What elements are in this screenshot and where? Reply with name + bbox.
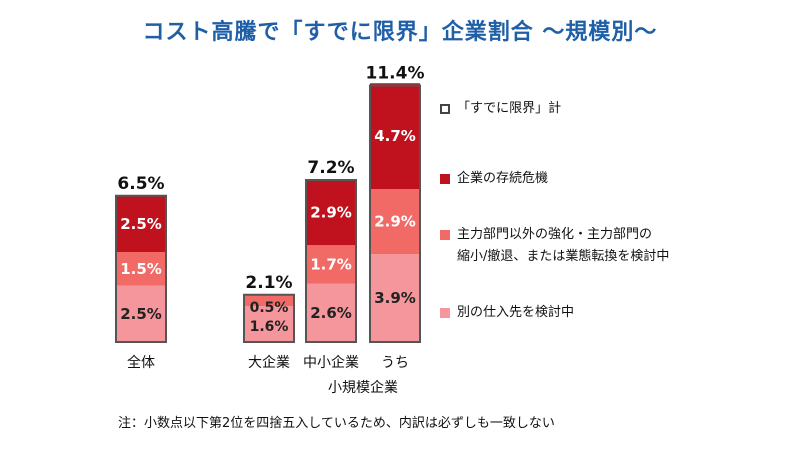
total-label-1: 2.1% [245,273,292,293]
legend-label-dept: 主力部門以外の強化・主力部門の 縮小/撤退、または業態転換を検討中 [457,227,670,264]
bar-segment-0-2 [306,283,356,342]
legend-swatch-dept [440,230,450,240]
category-label-2: 中小企業 [303,354,359,371]
segment-label-1-0: 1.5% [120,260,162,278]
bar-segment-0-0 [116,285,166,342]
segment-label-2-0: 2.5% [120,215,162,233]
bar-total-outline-0 [115,194,167,343]
bar-segment-1-2 [306,245,356,284]
category-label-3: うち [381,355,409,371]
segment-label-1-3: 2.9% [374,213,416,231]
legend-label-total: 「すでに限界」計 [457,101,562,116]
bar-segment-0-3 [370,254,420,342]
legend-label-crisis: 企業の存続危機 [457,171,549,186]
category-label-1: 大企業 [248,354,290,371]
total-label-3: 11.4% [366,64,425,84]
legend-swatch-total [440,104,450,114]
bar-total-outline-1 [243,293,295,343]
legend-swatch-crisis [440,174,450,184]
legend-item-dept: 主力部門以外の強化・主力部門の 縮小/撤退、または業態転換を検討中 [440,224,669,268]
footnote: 注：小数点以下第2位を四捨五入しているため、内訳は必ずしも一致しない [118,416,555,431]
bar-segment-1-1 [244,294,294,306]
legend-item-total: 「すでに限界」計 [440,98,561,120]
bar-segment-0-1 [244,306,294,342]
bar-segment-1-3 [370,189,420,255]
total-label-0: 6.5% [117,174,164,194]
segment-label-0-2: 2.6% [310,304,352,322]
segment-label-2-2: 2.9% [310,204,352,222]
bar-segment-2-0 [116,195,166,252]
legend-label-supplier: 別の仕入先を検討中 [457,305,575,320]
segment-label-0-0: 2.5% [120,305,162,323]
bar-total-outline-2 [305,179,357,343]
legend-swatch-supplier [440,308,450,318]
category-label-0: 全体 [127,354,155,371]
bar-segment-2-3 [370,83,420,189]
bar-segment-1-0 [116,252,166,286]
bar-total-outline-3 [369,84,421,343]
legend-item-crisis: 企業の存続危機 [440,168,548,190]
segment-label-1-0: 0.5% [250,300,289,316]
chart-title: コスト高騰で「すでに限界」企業割合 ～規模別～ [142,20,658,45]
group-label: 小規模企業 [328,379,398,396]
segment-label-1-2: 1.7% [310,255,352,273]
legend-item-supplier: 別の仕入先を検討中 [440,302,574,324]
total-label-2: 7.2% [307,158,354,178]
segment-label-0-3: 3.9% [374,289,416,307]
bar-segment-2-2 [306,180,356,246]
segment-label-2-3: 4.7% [374,127,416,145]
segment-label-1-1: 1.6% [250,319,289,335]
